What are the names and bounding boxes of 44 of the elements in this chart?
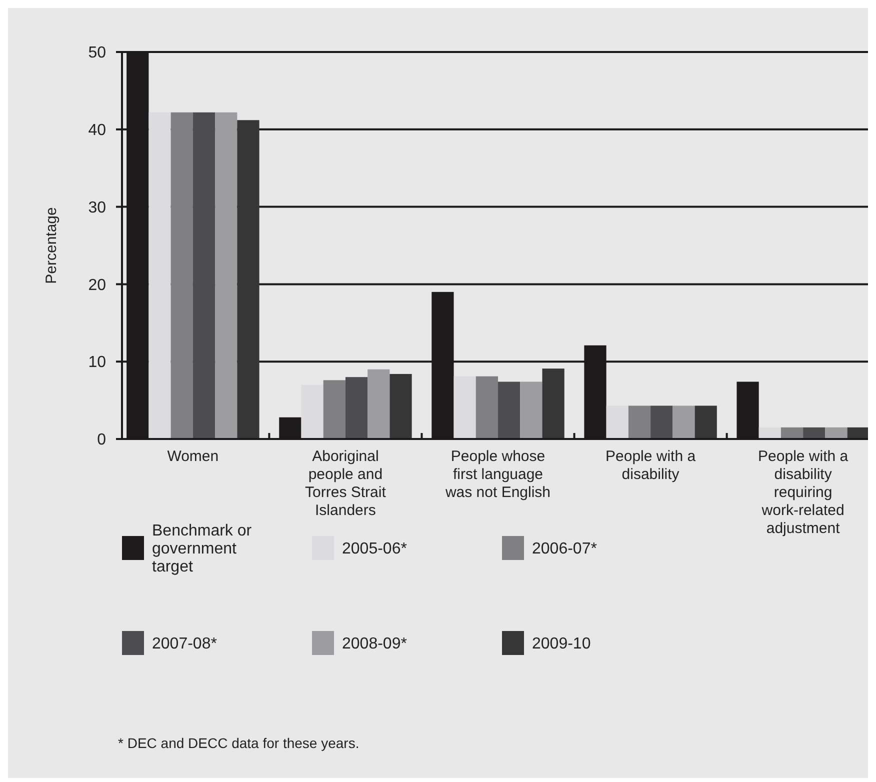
bar	[672, 406, 695, 439]
bar	[780, 427, 804, 439]
legend-label: 2005-06*	[342, 540, 407, 558]
bar	[237, 120, 260, 439]
legend-label: Benchmark or government target	[152, 522, 252, 576]
bar	[847, 427, 868, 439]
bar	[215, 112, 238, 439]
text: * DEC and DECC data for these years.	[118, 735, 360, 751]
y-axis-title: Percentage	[43, 207, 60, 284]
bar	[454, 376, 476, 439]
bar	[498, 382, 520, 439]
bar	[148, 112, 171, 439]
legend-label: 2006-07*	[532, 540, 597, 558]
bar	[694, 406, 717, 439]
x-tick-label: Women	[167, 448, 219, 465]
bar	[606, 406, 628, 439]
y-tick-label: 40	[88, 122, 106, 139]
legend-label: 2009-10	[532, 636, 591, 653]
y-tick-label: 0	[97, 432, 106, 449]
bar	[192, 112, 216, 439]
bar	[542, 368, 564, 439]
bar	[390, 374, 412, 439]
legend-label: 2007-08*	[152, 636, 217, 653]
bar	[368, 369, 390, 439]
x-tick-label: Aboriginal people and Torres Strait Islanders	[305, 448, 387, 519]
bar	[170, 112, 193, 439]
bar	[476, 376, 498, 439]
x-tick-label: People with a disability	[606, 448, 696, 483]
bar	[345, 377, 368, 439]
bar	[301, 384, 324, 439]
y-tick-label: 30	[88, 199, 106, 216]
bar	[803, 427, 826, 439]
bar	[758, 427, 781, 439]
y-tick-label: 10	[88, 354, 106, 372]
y-tick-label: 50	[88, 44, 106, 62]
bar	[520, 382, 542, 439]
y-tick-label: 20	[88, 276, 106, 294]
bar	[628, 406, 651, 439]
bar	[650, 406, 673, 439]
x-tick-label: People whose first language was not English	[444, 448, 551, 501]
bar	[825, 427, 848, 439]
bar	[323, 380, 346, 439]
x-tick-label: People with a disability requiring work-related adjustment	[758, 448, 849, 537]
legend-label: 2008-09*	[342, 636, 407, 653]
